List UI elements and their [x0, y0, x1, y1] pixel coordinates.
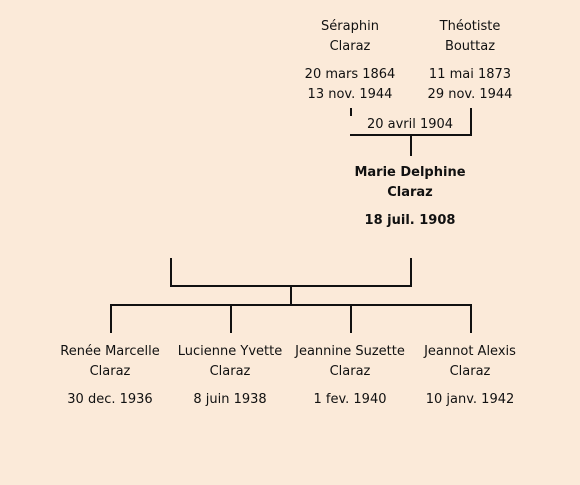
child-4-last-name: Claraz: [449, 364, 491, 379]
union-bracket-bottom: [170, 285, 412, 287]
child-3[interactable]: Jeannine Suzette Claraz 1 fev. 1940: [285, 342, 415, 410]
child-1-birth: 30 dec. 1936: [67, 392, 153, 407]
union-bracket-left: [170, 258, 172, 287]
focus-last-name: Claraz: [387, 185, 433, 200]
parent-mother[interactable]: Théotiste Bouttaz 11 mai 1873 29 nov. 19…: [405, 17, 535, 105]
child-4[interactable]: Jeannot Alexis Claraz 10 janv. 1942: [405, 342, 535, 410]
parent-father[interactable]: Séraphin Claraz 20 mars 1864 13 nov. 194…: [285, 17, 415, 105]
mother-dates: 11 mai 1873 29 nov. 1944: [405, 65, 535, 105]
child-2-birth: 8 juin 1938: [193, 392, 267, 407]
father-dates: 20 mars 1864 13 nov. 1944: [285, 65, 415, 105]
marriage-bracket-right: [470, 108, 472, 136]
father-last-name: Claraz: [329, 39, 371, 54]
child-4-birth: 10 janv. 1942: [425, 392, 515, 407]
child-drop-2: [230, 306, 232, 333]
focus-birth: 18 juil. 1908: [364, 213, 456, 228]
child-drop-4: [470, 306, 472, 333]
focus-person[interactable]: Marie Delphine Claraz 18 juil. 1908: [345, 163, 475, 231]
children-bar: [110, 304, 472, 306]
mother-death: 29 nov. 1944: [427, 87, 513, 102]
child-3-birth: 1 fev. 1940: [313, 392, 387, 407]
child-4-first-name: Jeannot Alexis: [424, 344, 516, 359]
child-1[interactable]: Renée Marcelle Claraz 30 dec. 1936: [45, 342, 175, 410]
marriage-descent-line: [410, 136, 412, 156]
child-drop-1: [110, 306, 112, 333]
mother-first-name: Théotiste: [439, 19, 501, 34]
marriage-bracket-bottom: [350, 134, 472, 136]
father-birth: 20 mars 1864: [304, 67, 396, 82]
father-death: 13 nov. 1944: [307, 87, 393, 102]
child-3-first-name: Jeannine Suzette: [295, 344, 405, 359]
focus-first-name: Marie Delphine: [354, 165, 466, 180]
union-bracket-right: [410, 258, 412, 287]
mother-birth: 11 mai 1873: [428, 67, 512, 82]
child-1-first-name: Renée Marcelle: [60, 344, 160, 359]
child-1-last-name: Claraz: [89, 364, 131, 379]
child-drop-3: [350, 306, 352, 333]
child-2[interactable]: Lucienne Yvette Claraz 8 juin 1938: [165, 342, 295, 410]
children-stem: [290, 287, 292, 305]
child-2-last-name: Claraz: [209, 364, 251, 379]
child-3-last-name: Claraz: [329, 364, 371, 379]
child-2-first-name: Lucienne Yvette: [177, 344, 283, 359]
marriage-date: 20 avril 1904: [350, 116, 470, 134]
father-first-name: Séraphin: [321, 19, 379, 34]
mother-last-name: Bouttaz: [444, 39, 496, 54]
